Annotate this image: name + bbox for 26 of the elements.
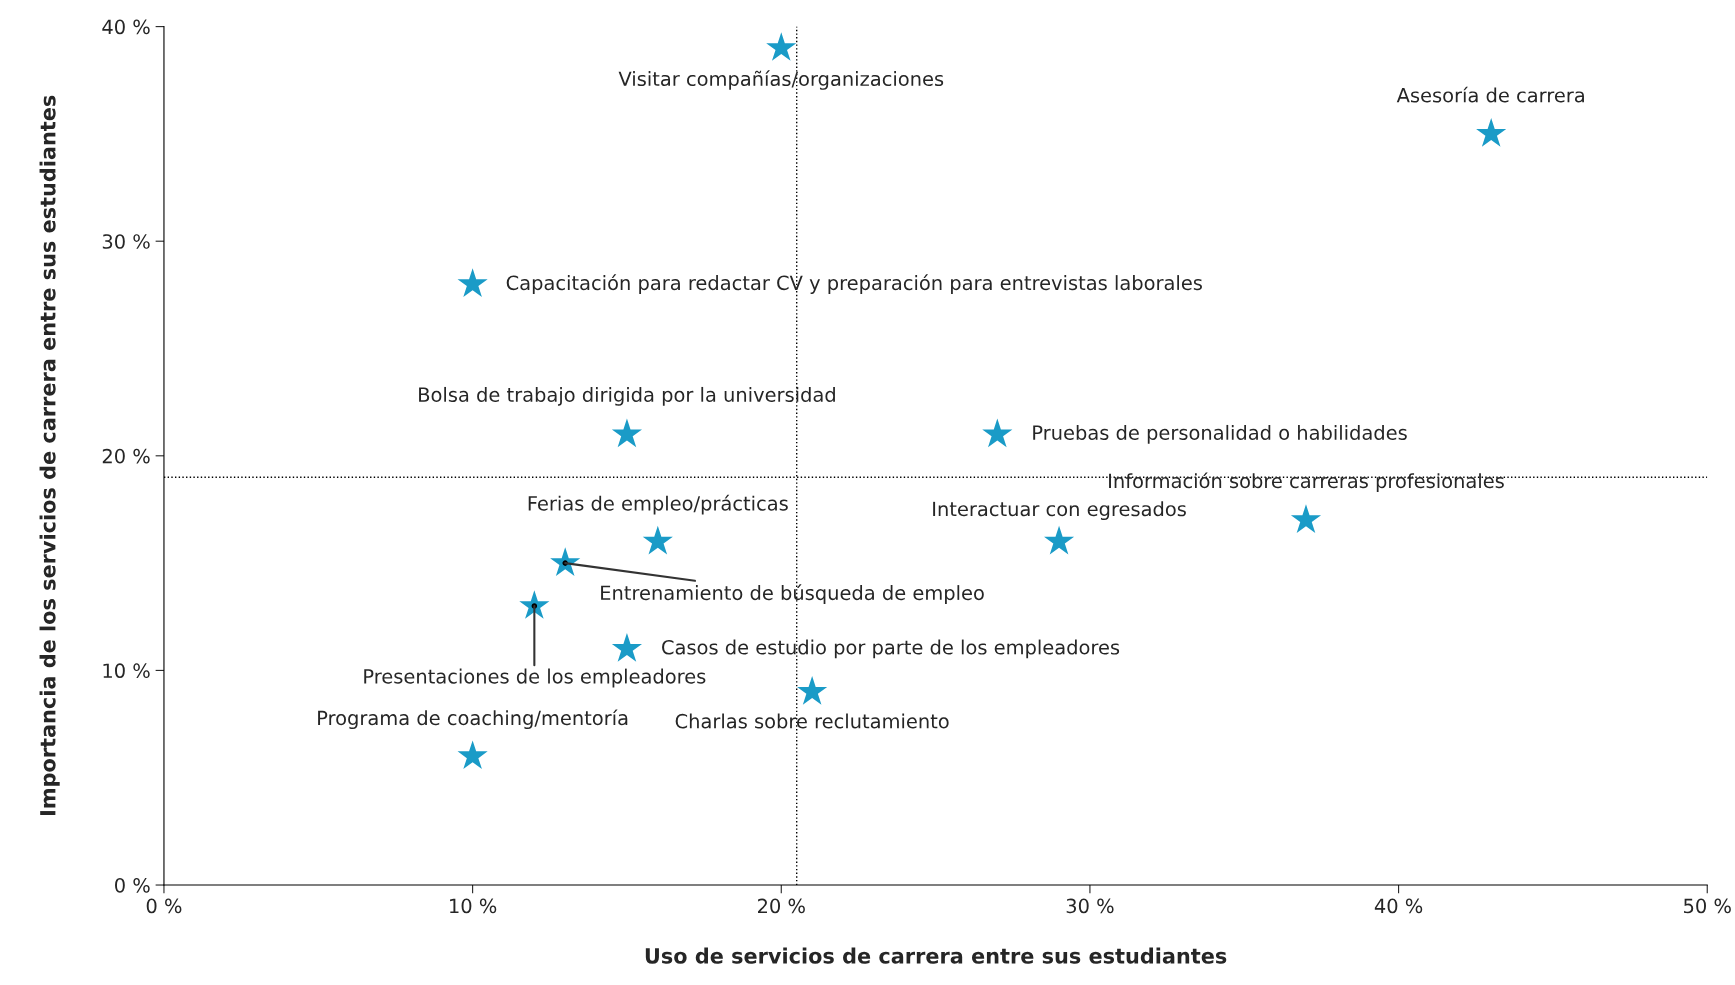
annotation: Programa de coaching/mentoría — [318, 709, 628, 730]
y-tick-label: 30 % — [102, 234, 150, 249]
annotation: Información sobre carreras profesionales — [1109, 472, 1504, 492]
annotation: Entrenamiento de búsqueda de empleo — [601, 584, 984, 604]
annotation: Presentaciones de los empleadores — [364, 668, 706, 688]
annotation: Bolsa de trabajo dirigida por la universidad — [419, 386, 835, 406]
x-tick-label: 40 % — [1374, 898, 1423, 914]
y-tick-label: 0 % — [115, 877, 150, 893]
x-tick-label: 10 % — [450, 898, 497, 914]
y-tick-label: 40 % — [102, 19, 150, 35]
annotation: Pruebas de personalidad o habilidades — [1033, 424, 1407, 444]
y-axis-title: Importancia de los servicios de carrera entre sus estudiantes — [39, 95, 60, 815]
y-tick-label: 10 % — [103, 663, 150, 679]
annotation: Asesoría de carrera — [1396, 86, 1584, 103]
y-tick-label: 20 % — [102, 448, 150, 464]
annotation: Capacitación para redactar CV y preparación para entrevistas laborales — [506, 274, 1202, 294]
x-tick-label: 20 % — [758, 898, 805, 914]
x-tick-label: 50 % — [1684, 898, 1731, 914]
x-tick-label: 0 % — [146, 898, 182, 914]
annotation: Visitar compañías/organizaciones — [618, 70, 944, 90]
annotation: Casos de estudio por parte de los empleadores — [662, 639, 1120, 659]
x-axis-title: Uso de servicios de carrera entre sus estudiantes — [645, 947, 1227, 964]
annotation: Ferias de empleo/prácticas — [528, 494, 788, 515]
x-tick-label: 30 % — [1066, 898, 1114, 914]
annotation: Interactuar con egresados — [933, 501, 1186, 521]
annotation: Charlas sobre reclutamiento — [675, 713, 949, 729]
